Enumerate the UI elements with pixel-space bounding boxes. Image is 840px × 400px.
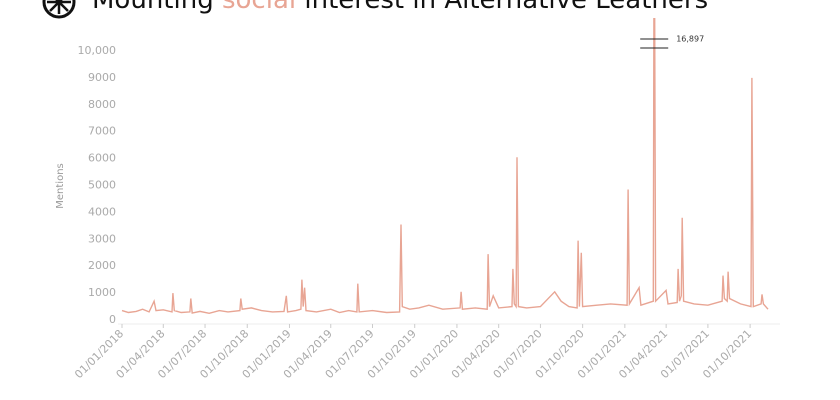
title-part: Mounting: [92, 0, 222, 15]
logo-icon: [42, 0, 76, 19]
chart-title: Mounting social interest in Alternative …: [92, 0, 708, 15]
annotation-label: 16,897: [676, 35, 704, 44]
y-tick-label: 9000: [88, 71, 116, 84]
y-tick-label: 2000: [88, 259, 116, 272]
y-axis-label: Mentions: [55, 163, 66, 208]
line-series: [121, 18, 769, 315]
title-part: interest in Alternative Leathers: [296, 0, 708, 15]
y-tick-label: 0: [109, 313, 116, 326]
y-tick-label: 7000: [88, 125, 116, 138]
y-tick-label: 3000: [88, 232, 116, 245]
y-tick-label: 6000: [88, 152, 116, 165]
y-tick-label: 10,000: [78, 44, 117, 57]
y-tick-label: 5000: [88, 179, 116, 192]
y-tick-label: 8000: [88, 98, 116, 111]
y-tick-label: 1000: [88, 286, 116, 299]
y-tick-label: 4000: [88, 205, 116, 218]
title-part: social: [222, 0, 296, 15]
